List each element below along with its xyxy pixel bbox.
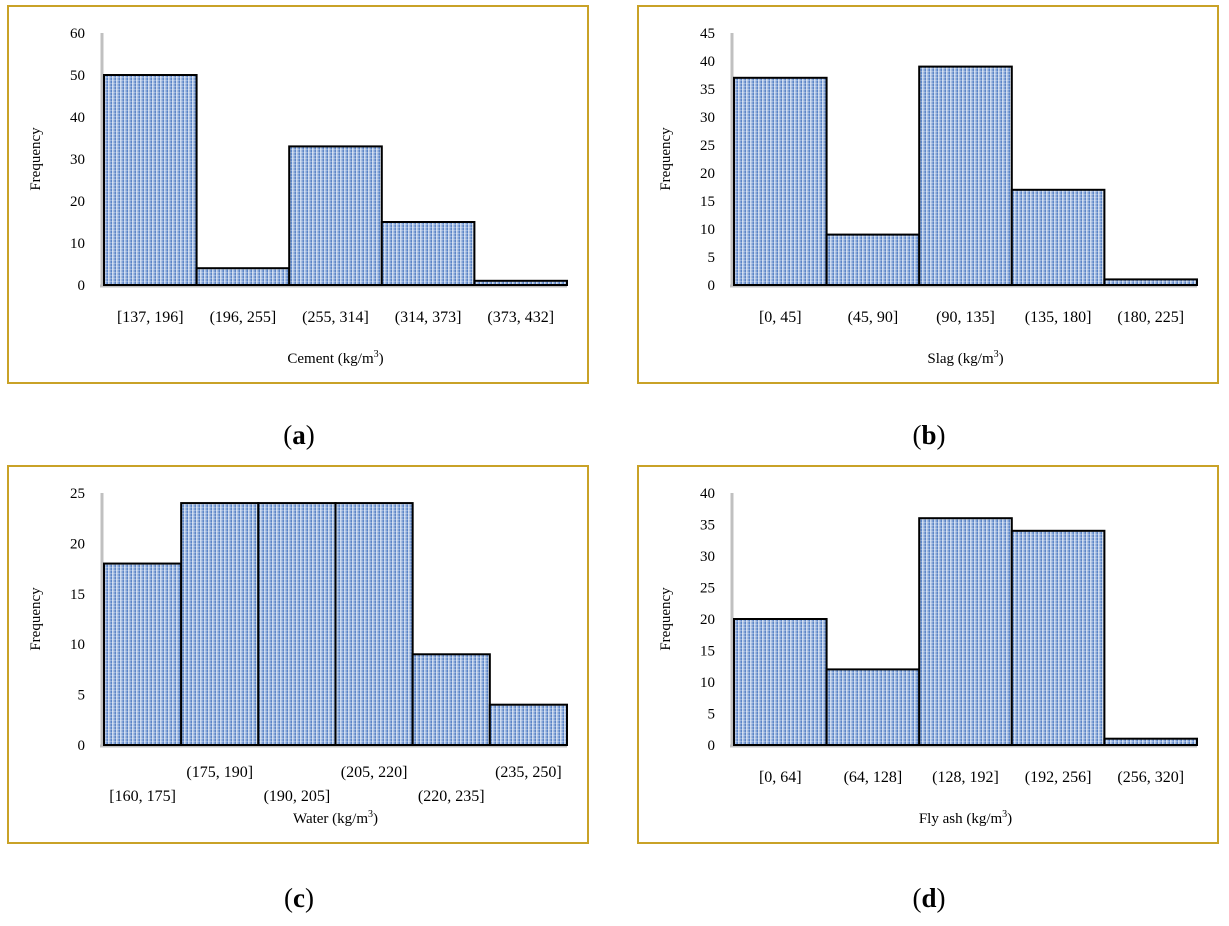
y-tick-label: 40 — [70, 110, 85, 126]
chart-frame — [637, 465, 1219, 844]
y-tick-label: 0 — [708, 738, 716, 754]
category-label: (255, 314] — [302, 309, 369, 326]
category-label: [0, 45] — [759, 309, 802, 326]
bar — [1103, 737, 1198, 747]
y-tick-label: 50 — [70, 68, 85, 84]
bar — [733, 76, 828, 286]
x-axis-title: Slag (kg/m3) — [927, 349, 1003, 367]
category-label: (90, 135] — [936, 309, 995, 326]
category-label: (256, 320] — [1117, 769, 1184, 786]
y-tick-label: 5 — [78, 688, 86, 704]
y-tick-label: 35 — [700, 518, 715, 534]
category-label: (135, 180] — [1025, 309, 1092, 326]
bar — [473, 279, 568, 286]
bar — [825, 668, 921, 746]
category-label: (192, 256] — [1025, 769, 1092, 786]
y-tick-label: 60 — [70, 26, 85, 42]
panel-label-d: (d) — [912, 883, 946, 913]
bar — [411, 653, 491, 746]
y-tick-label: 15 — [70, 587, 85, 603]
bar — [733, 618, 828, 746]
y-tick-label: 0 — [78, 278, 86, 294]
bar — [257, 502, 337, 746]
panel-label-b: (b) — [912, 420, 946, 450]
category-label: (235, 250] — [495, 764, 562, 781]
y-tick-label: 20 — [70, 536, 85, 552]
bar — [1103, 278, 1198, 286]
y-tick-label: 25 — [70, 486, 85, 502]
y-tick-label: 0 — [708, 278, 716, 294]
y-axis-title: Frequency — [28, 127, 44, 191]
chart-frame — [7, 5, 589, 384]
bar — [1010, 529, 1106, 746]
panel-label-c: (c) — [284, 883, 314, 913]
category-label: (64, 128] — [844, 769, 903, 786]
y-tick-label: 30 — [700, 110, 715, 126]
category-label: (45, 90] — [848, 309, 899, 326]
category-label: [137, 196] — [117, 309, 184, 326]
bar — [334, 502, 414, 746]
x-axis-title: Water (kg/m3) — [293, 809, 378, 827]
category-label: (128, 192] — [932, 769, 999, 786]
y-tick-label: 25 — [700, 138, 715, 154]
category-label: (205, 220] — [341, 764, 408, 781]
histogram-cement: 0 10 20 30 40 50 60 [137, 196] (196, 255] (255, 3… — [7, 5, 589, 384]
y-tick-label: 10 — [700, 222, 715, 238]
bar — [1010, 188, 1106, 286]
category-label: [0, 64] — [759, 769, 802, 786]
y-tick-label: 10 — [700, 675, 715, 691]
bar — [918, 517, 1013, 747]
bar — [288, 145, 383, 286]
y-tick-label: 40 — [700, 54, 715, 70]
histogram-slag: 0 5 10 15 20 25 30 35 40 45 [0, 45] (45, 90] (90, 13… — [637, 5, 1219, 384]
y-axis-title: Frequency — [658, 127, 674, 191]
panel-label-a: (a) — [283, 420, 315, 450]
y-tick-label: 30 — [70, 152, 85, 168]
category-label: (175, 190] — [186, 764, 253, 781]
category-label: [160, 175] — [109, 788, 176, 805]
x-axis-title: Cement (kg/m3) — [287, 349, 383, 367]
bar — [380, 221, 476, 286]
y-tick-label: 15 — [700, 644, 715, 660]
category-label: (190, 205] — [264, 788, 331, 805]
bar — [195, 267, 291, 287]
y-tick-label: 15 — [700, 194, 715, 210]
y-tick-label: 0 — [78, 738, 86, 754]
y-tick-label: 10 — [70, 637, 85, 653]
category-label: (180, 225] — [1117, 309, 1184, 326]
bar — [103, 74, 198, 286]
bar — [488, 703, 569, 746]
y-tick-label: 25 — [700, 581, 715, 597]
y-tick-label: 35 — [700, 82, 715, 98]
category-label: (314, 373] — [395, 309, 462, 326]
bar — [918, 65, 1013, 286]
histogram-water: 0 5 10 15 20 25 [160, 175] (175, 190] (190, 205]… — [7, 465, 589, 844]
y-tick-label: 5 — [708, 707, 716, 723]
bar — [825, 233, 921, 287]
y-tick-label: 10 — [70, 236, 85, 252]
y-tick-label: 20 — [70, 194, 85, 210]
y-tick-label: 45 — [700, 26, 715, 42]
y-tick-label: 20 — [700, 612, 715, 628]
y-axis-title: Frequency — [28, 587, 44, 651]
bar — [103, 562, 183, 746]
y-tick-label: 40 — [700, 486, 715, 502]
y-tick-label: 20 — [700, 166, 715, 182]
y-tick-label: 30 — [700, 549, 715, 565]
y-axis-title: Frequency — [658, 587, 674, 651]
y-tick-label: 5 — [708, 250, 716, 266]
category-label: (220, 235] — [418, 788, 485, 805]
chart-frame — [637, 5, 1219, 384]
bar — [180, 502, 260, 746]
x-axis-title: Fly ash (kg/m3) — [919, 809, 1012, 827]
category-label: (373, 432] — [487, 309, 554, 326]
category-label: (196, 255] — [210, 309, 277, 326]
histogram-fly-ash: 0 5 10 15 20 25 30 35 40 [0, 64] (64, 128] (128, 19… — [637, 465, 1219, 844]
chart-frame — [7, 465, 589, 844]
